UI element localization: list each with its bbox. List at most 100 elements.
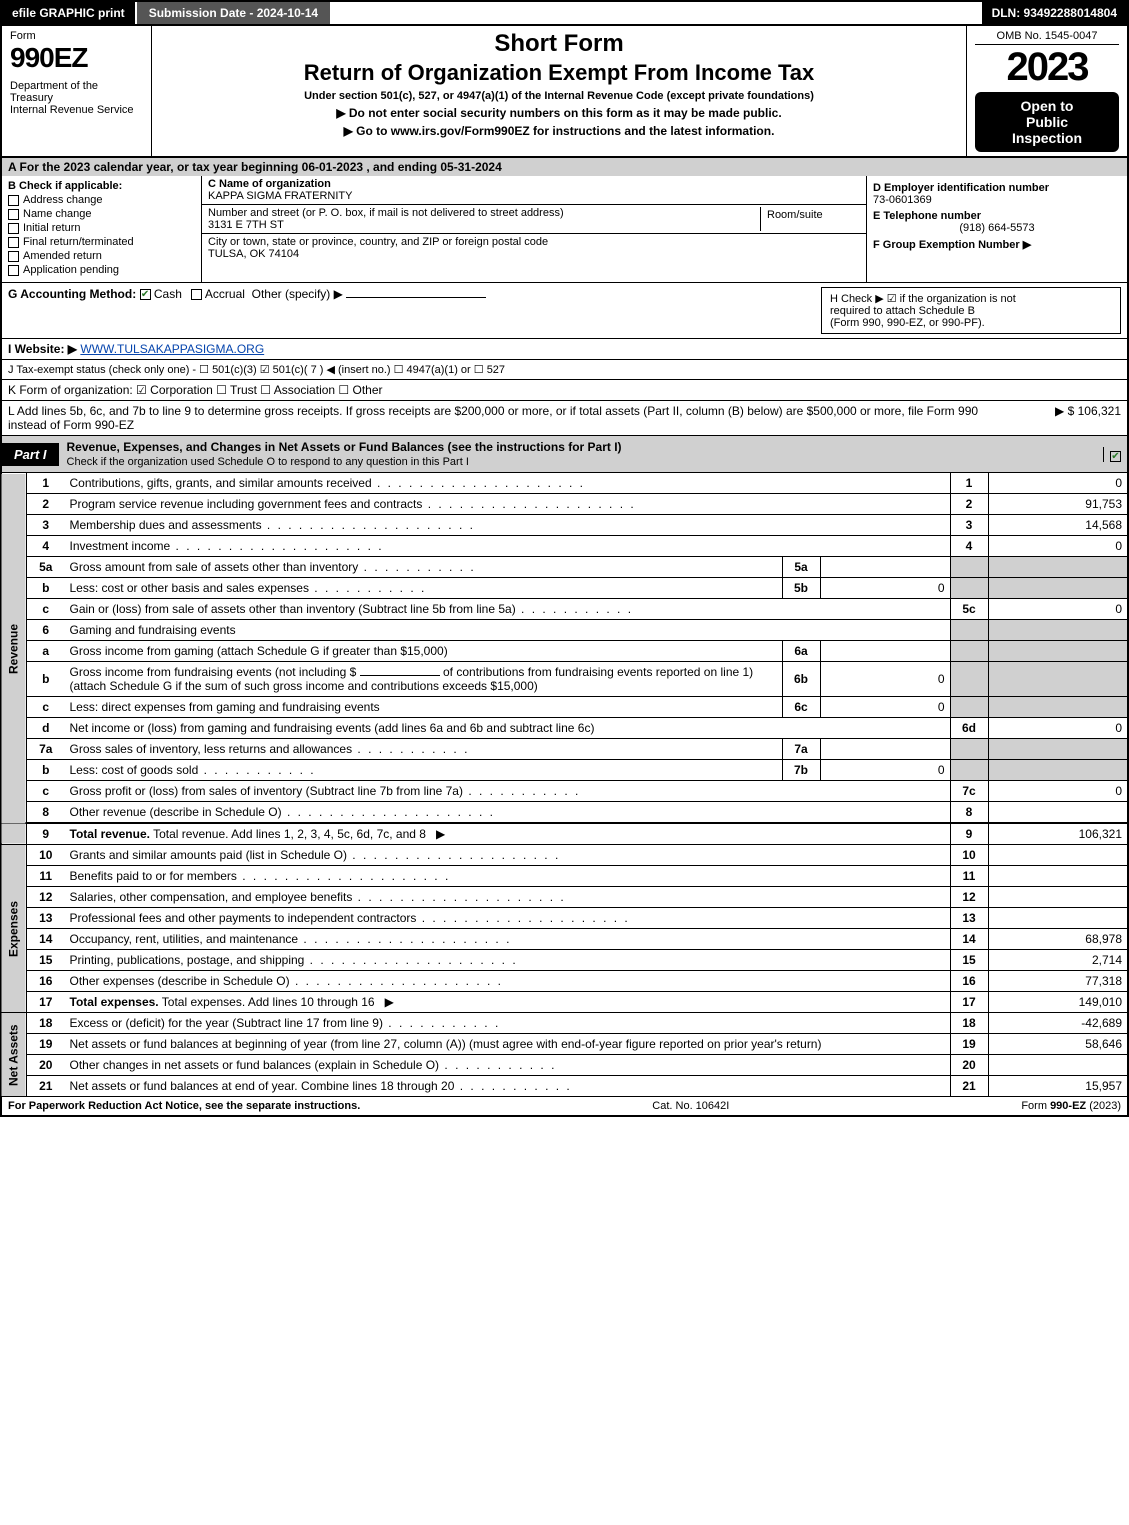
inline-val: 0 — [820, 662, 950, 697]
right-num: 2 — [950, 494, 988, 515]
tel-value: (918) 664-5573 — [873, 222, 1121, 234]
omb-number: OMB No. 1545-0047 — [975, 30, 1119, 45]
open-line3: Inspection — [979, 130, 1115, 146]
f-group-block: F Group Exemption Number ▶ — [873, 238, 1121, 251]
right-num: 1 — [950, 473, 988, 494]
accrual-checkbox-icon[interactable] — [191, 289, 202, 300]
right-val: 0 — [988, 536, 1128, 557]
g-accounting: G Accounting Method: Cash Accrual Other … — [8, 287, 486, 334]
line-desc: Gain or (loss) from sale of assets other… — [65, 599, 951, 620]
l9-bold: Total revenue. — [70, 827, 150, 841]
submission-date-label: Submission Date - 2024-10-14 — [135, 2, 330, 24]
header-center: Short Form Return of Organization Exempt… — [152, 26, 967, 156]
l17-bold: Total expenses. — [70, 995, 159, 1009]
under-section-text: Under section 501(c), 527, or 4947(a)(1)… — [160, 90, 958, 102]
table-row: 15 Printing, publications, postage, and … — [1, 950, 1128, 971]
blank-line — [360, 675, 440, 676]
street-label: Number and street (or P. O. box, if mail… — [208, 207, 760, 219]
table-row: 13 Professional fees and other payments … — [1, 908, 1128, 929]
line-desc: Other changes in net assets or fund bala… — [65, 1055, 951, 1076]
table-row: 11 Benefits paid to or for members 11 — [1, 866, 1128, 887]
right-val: 15,957 — [988, 1076, 1128, 1097]
right-num-shaded — [950, 641, 988, 662]
part1-subtitle: Check if the organization used Schedule … — [67, 456, 469, 468]
inline-num: 7a — [782, 739, 820, 760]
part1-check-cell[interactable] — [1103, 447, 1127, 462]
right-num-shaded — [950, 739, 988, 760]
cb-amended-return[interactable]: Amended return — [8, 250, 195, 262]
checkbox-icon — [8, 195, 19, 206]
cb-label: Final return/terminated — [23, 236, 134, 248]
form-header: Form 990EZ Department of the Treasury In… — [0, 26, 1129, 158]
cb-initial-return[interactable]: Initial return — [8, 222, 195, 234]
inline-num: 6c — [782, 697, 820, 718]
tel-label: E Telephone number — [873, 210, 1121, 222]
inline-val — [820, 641, 950, 662]
line-num: c — [27, 781, 65, 802]
right-val: 149,010 — [988, 992, 1128, 1013]
cb-name-change[interactable]: Name change — [8, 208, 195, 220]
right-val-shaded — [988, 620, 1128, 641]
part1-header: Part I Revenue, Expenses, and Changes in… — [0, 436, 1129, 473]
right-val: 106,321 — [988, 823, 1128, 845]
street-value: 3131 E 7TH ST — [208, 219, 760, 231]
line-num: 18 — [27, 1013, 65, 1034]
h-line2: required to attach Schedule B — [830, 305, 1112, 317]
b-label: B Check if applicable: — [8, 180, 195, 192]
c-name-label: C Name of organization — [208, 178, 860, 190]
room-label: Room/suite — [767, 209, 854, 221]
line-num: c — [27, 599, 65, 620]
inline-num: 5a — [782, 557, 820, 578]
right-num: 9 — [950, 823, 988, 845]
line-num: 9 — [27, 823, 65, 845]
right-val-shaded — [988, 662, 1128, 697]
h-line3: (Form 990, 990-EZ, or 990-PF). — [830, 317, 1112, 329]
right-val — [988, 908, 1128, 929]
city-value: TULSA, OK 74104 — [208, 248, 860, 260]
l9-text: Total revenue. Add lines 1, 2, 3, 4, 5c,… — [153, 827, 426, 841]
l17-text: Total expenses. Add lines 10 through 16 — [162, 995, 375, 1009]
line-desc: Gross sales of inventory, less returns a… — [65, 739, 783, 760]
city-label: City or town, state or province, country… — [208, 236, 860, 248]
inline-num: 6b — [782, 662, 820, 697]
line-desc: Salaries, other compensation, and employ… — [65, 887, 951, 908]
line-desc: Gross income from gaming (attach Schedul… — [65, 641, 783, 662]
table-row: b Less: cost or other basis and sales ex… — [1, 578, 1128, 599]
right-val: 58,646 — [988, 1034, 1128, 1055]
right-num: 6d — [950, 718, 988, 739]
table-row: d Net income or (loss) from gaming and f… — [1, 718, 1128, 739]
line-num: 17 — [27, 992, 65, 1013]
line-desc: Total expenses. Total expenses. Add line… — [65, 992, 951, 1013]
line-num: 3 — [27, 515, 65, 536]
line-desc: Excess or (deficit) for the year (Subtra… — [65, 1013, 951, 1034]
right-val: 14,568 — [988, 515, 1128, 536]
line-desc: Membership dues and assessments — [65, 515, 951, 536]
header-right: OMB No. 1545-0047 2023 Open to Public In… — [967, 26, 1127, 156]
line-num: 4 — [27, 536, 65, 557]
right-val-shaded — [988, 641, 1128, 662]
inline-val — [820, 739, 950, 760]
cash-checkbox-icon[interactable] — [140, 289, 151, 300]
cb-application-pending[interactable]: Application pending — [8, 264, 195, 276]
right-num: 8 — [950, 802, 988, 824]
cb-final-return[interactable]: Final return/terminated — [8, 236, 195, 248]
line-num: d — [27, 718, 65, 739]
table-row: 19 Net assets or fund balances at beginn… — [1, 1034, 1128, 1055]
h-line1: H Check ▶ ☑ if the organization is not — [830, 292, 1112, 305]
e-tel-block: E Telephone number (918) 664-5573 — [873, 210, 1121, 234]
inline-val: 0 — [820, 578, 950, 599]
line-desc: Gross amount from sale of assets other t… — [65, 557, 783, 578]
line-desc: Net assets or fund balances at beginning… — [65, 1034, 951, 1055]
street-main: Number and street (or P. O. box, if mail… — [208, 207, 760, 231]
cb-address-change[interactable]: Address change — [8, 194, 195, 206]
part1-title: Revenue, Expenses, and Changes in Net As… — [59, 436, 1103, 472]
irs-label: Internal Revenue Service — [10, 104, 143, 116]
line-desc: Net income or (loss) from gaming and fun… — [65, 718, 951, 739]
table-row: 2 Program service revenue including gove… — [1, 494, 1128, 515]
g-accrual: Accrual — [205, 287, 245, 301]
cb-label: Initial return — [23, 222, 80, 234]
website-link[interactable]: WWW.TULSAKAPPASIGMA.ORG — [80, 342, 264, 356]
right-num: 20 — [950, 1055, 988, 1076]
line-num: 16 — [27, 971, 65, 992]
line-desc: Program service revenue including govern… — [65, 494, 951, 515]
